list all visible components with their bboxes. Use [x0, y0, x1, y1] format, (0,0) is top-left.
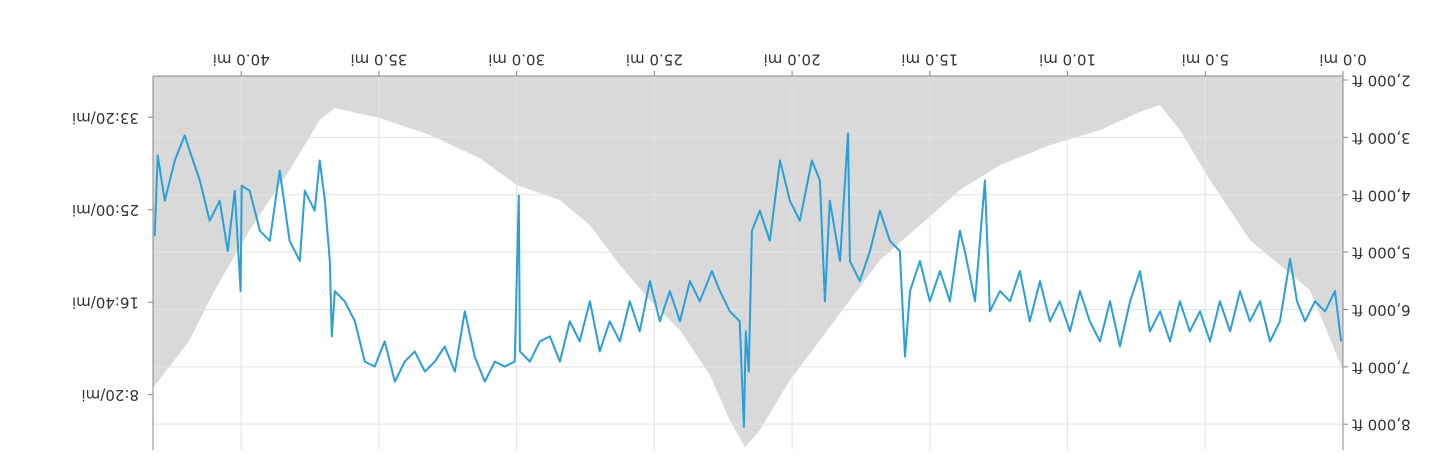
y2-tick-label: 8:20/mi: [81, 386, 139, 404]
y2-tick-label: 16:40/mi: [72, 294, 139, 312]
x-tick-label: 10.0 mi: [1039, 51, 1096, 69]
x-tick-label: 0.0 mi: [1319, 51, 1366, 69]
y-tick-label: 8,000 ft: [1352, 416, 1411, 434]
y2-tick-label: 33:20/mi: [72, 109, 139, 127]
x-tick-label: 5.0 mi: [1182, 51, 1229, 69]
y-tick-label: 6,000 ft: [1352, 301, 1411, 319]
y-tick-label: 7,000 ft: [1352, 358, 1411, 376]
y-tick-label: 4,000 ft: [1352, 186, 1411, 204]
y-tick-label: 2,000 ft: [1352, 72, 1411, 90]
x-tick-label: 40.0 mi: [213, 51, 270, 69]
x-tick-label: 30.0 mi: [488, 51, 545, 69]
elevation-area: [153, 76, 1343, 448]
y-tick-label: 5,000 ft: [1352, 244, 1411, 262]
x-tick-label: 20.0 mi: [764, 51, 821, 69]
x-tick-label: 15.0 mi: [901, 51, 958, 69]
x-tick-label: 35.0 mi: [350, 51, 407, 69]
y2-tick-label: 25:00/mi: [72, 201, 139, 219]
pace-line: [153, 132, 1343, 428]
x-tick-label: 25.0 mi: [626, 51, 683, 69]
y-tick-label: 3,000 ft: [1352, 129, 1411, 147]
